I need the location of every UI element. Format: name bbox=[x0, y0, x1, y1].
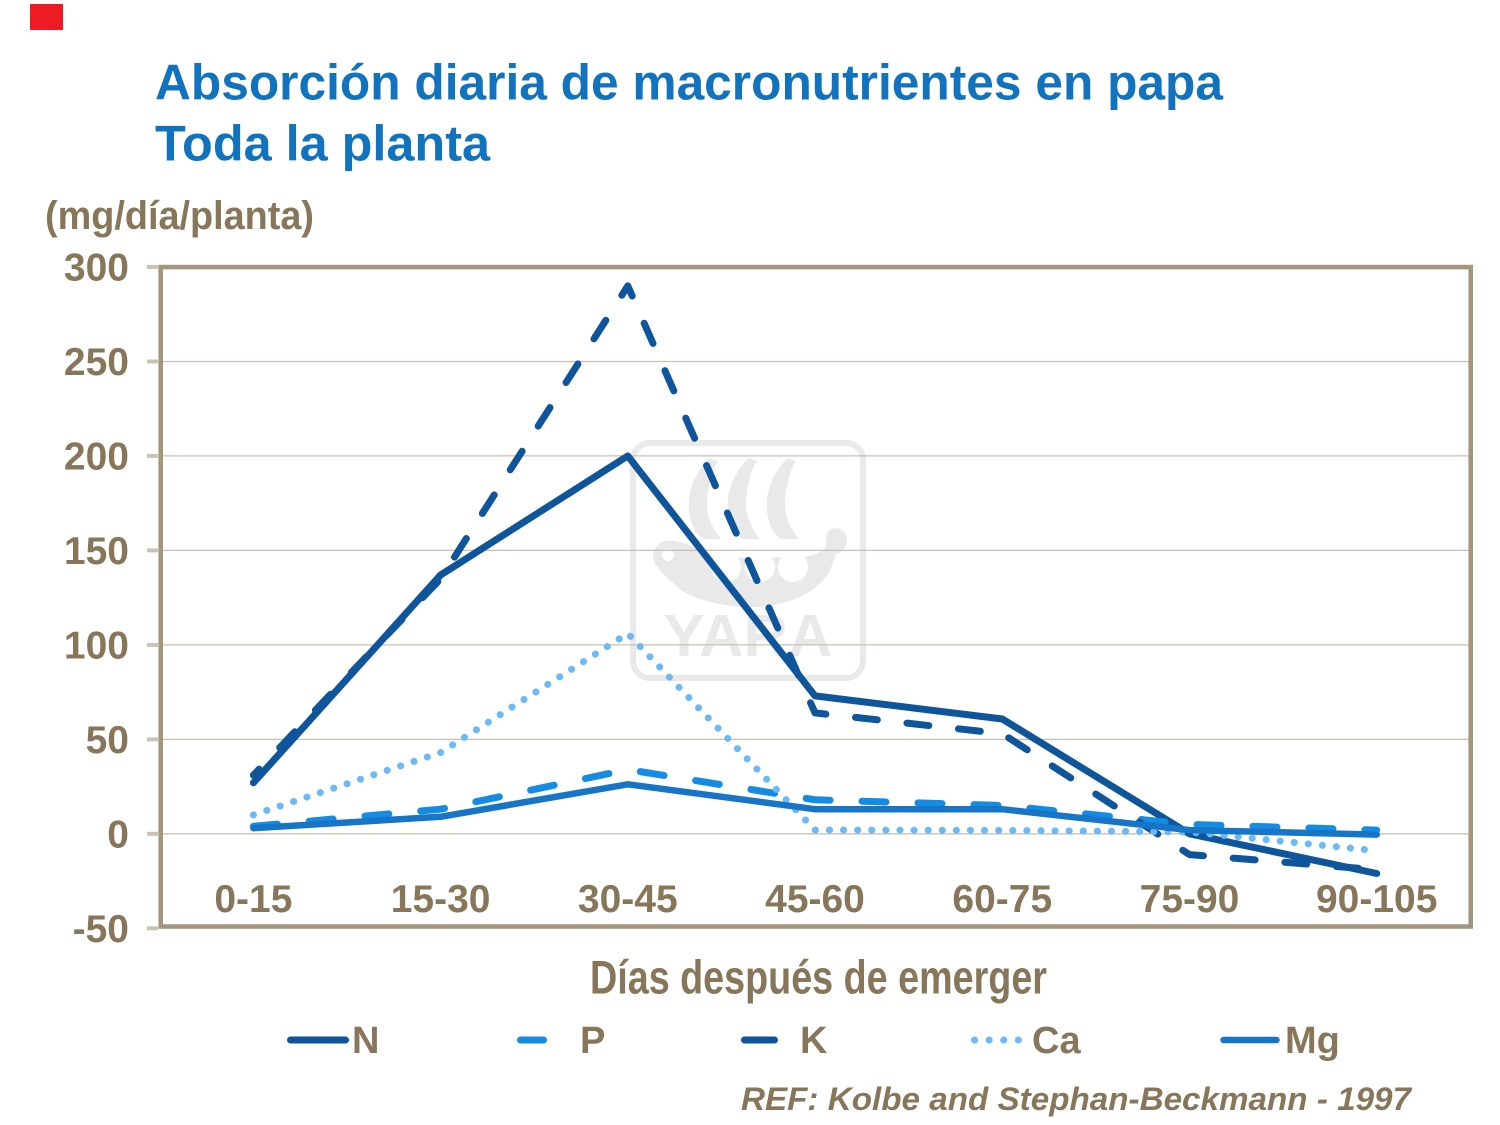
svg-text:300: 300 bbox=[64, 247, 129, 290]
svg-text:150: 150 bbox=[64, 530, 129, 573]
svg-text:45-60: 45-60 bbox=[765, 878, 865, 921]
svg-text:(mg/día/planta): (mg/día/planta) bbox=[45, 194, 314, 238]
svg-text:REF: Kolbe and Stephan-Beckman: REF: Kolbe and Stephan-Beckmann - 1997 bbox=[741, 1081, 1413, 1117]
svg-text:N: N bbox=[352, 1020, 379, 1062]
svg-text:200: 200 bbox=[64, 435, 129, 478]
svg-text:Ca: Ca bbox=[1032, 1020, 1081, 1062]
svg-text:15-30: 15-30 bbox=[391, 878, 491, 921]
svg-text:90-105: 90-105 bbox=[1316, 878, 1437, 921]
svg-text:60-75: 60-75 bbox=[952, 878, 1052, 921]
svg-text:P: P bbox=[580, 1020, 605, 1062]
svg-text:Días después de emerger: Días después de emerger bbox=[590, 951, 1047, 1004]
svg-text:K: K bbox=[800, 1020, 828, 1062]
svg-text:Toda la planta: Toda la planta bbox=[155, 116, 491, 172]
svg-text:75-90: 75-90 bbox=[1140, 878, 1240, 921]
svg-text:-50: -50 bbox=[73, 908, 129, 951]
svg-text:100: 100 bbox=[64, 624, 129, 667]
svg-text:0-15: 0-15 bbox=[214, 878, 292, 921]
svg-text:250: 250 bbox=[64, 341, 129, 384]
svg-text:50: 50 bbox=[86, 719, 129, 762]
svg-text:Absorción diaria de macronutri: Absorción diaria de macronutrientes en p… bbox=[155, 55, 1224, 111]
svg-text:0: 0 bbox=[107, 813, 129, 856]
svg-text:30-45: 30-45 bbox=[578, 878, 678, 921]
svg-text:Mg: Mg bbox=[1285, 1020, 1340, 1062]
